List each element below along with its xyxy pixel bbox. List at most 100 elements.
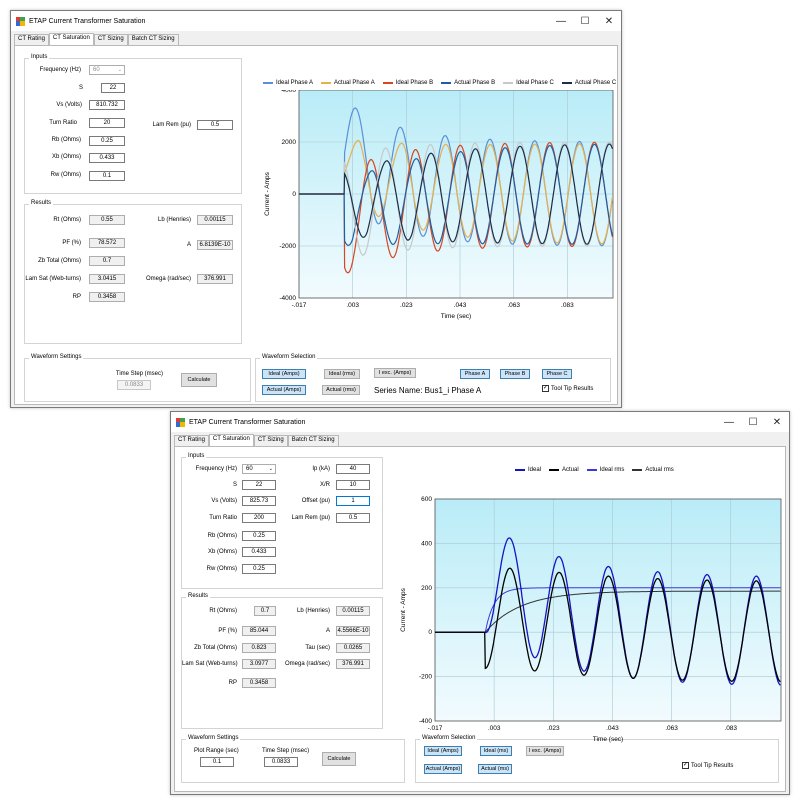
tab-page: Inputs Frequency (Hz) 60 ⌄ S 22 Vs (Volts… (14, 45, 618, 405)
y-tick-label: -200 (419, 674, 432, 681)
chart1-legend: Ideal Phase A Actual Phase A Ideal Phase… (263, 80, 621, 86)
inputs-label: Inputs (29, 54, 50, 60)
plot-range-label: Plot Range (sec) (194, 748, 239, 754)
s-field[interactable]: 22 (242, 480, 276, 490)
ip-field[interactable]: 40 (336, 464, 370, 474)
y-tick-label: -400 (419, 718, 432, 725)
rt-value: 0.55 (89, 215, 125, 225)
frequency-dropdown[interactable]: 60 ⌄ (242, 464, 276, 474)
ideal-rms-button[interactable]: Ideal (rms) (324, 369, 360, 379)
series-name-label: Series Name: Bus1_i Phase A (374, 386, 482, 395)
ct-waveform-chart: -.017 .003 .023 .043 .063 .083 -400 -200 0 200 400… (389, 481, 785, 743)
chart-svg: -.017 .003 .023 .043 .063 .083 -400 -200 0 200 400… (400, 496, 782, 743)
plot-range-field[interactable]: 0.1 (200, 757, 234, 767)
tab-page: Inputs Frequency (Hz) 60 ⌄ Ip (kA) 40 S 2… (174, 446, 786, 792)
calculate-button[interactable]: Calculate (181, 373, 217, 387)
tab-ct-rating[interactable]: CT Rating (174, 435, 209, 446)
zb-total-label: Zb Total (Ohms) (194, 645, 237, 651)
tooltip-results-checkbox[interactable]: ✓ Tool Tip Results (682, 762, 733, 769)
y-tick-label: 2000 (282, 139, 297, 146)
turn-ratio-field[interactable]: 20 (89, 118, 125, 128)
tab-ct-saturation[interactable]: CT Saturation (208, 434, 254, 446)
rt-value: 0.7 (254, 606, 276, 616)
actual-rms-button[interactable]: Actual (rms) (322, 385, 360, 395)
xr-field[interactable]: 10 (336, 480, 370, 490)
minimize-icon[interactable]: — (724, 416, 734, 428)
chevron-down-icon: ⌄ (117, 67, 122, 73)
window-title: ETAP Current Transformer Saturation (189, 418, 306, 426)
legend-ideal-phase-a: Ideal Phase A (263, 80, 313, 86)
phase-a-button[interactable]: Phase A (460, 369, 490, 379)
checkmark-icon: ✓ (542, 385, 549, 392)
legend-label: Ideal Phase A (276, 80, 314, 86)
xb-field[interactable]: 0.433 (242, 547, 276, 557)
ct-saturation-window-2: ETAP Current Transformer Saturation — ☐ … (170, 411, 790, 795)
waveform-selection-label: Waveform Selection (260, 354, 318, 360)
rb-field[interactable]: 0.25 (242, 531, 276, 541)
turn-ratio-field[interactable]: 200 (242, 513, 276, 523)
actual-rms-button[interactable]: Actual (ms) (478, 764, 512, 774)
rp-label: RP (72, 294, 81, 300)
legend-actual: Actual (549, 467, 579, 473)
results-label: Results (186, 593, 211, 599)
tab-ct-saturation[interactable]: CT Saturation (48, 33, 94, 45)
x-axis-label: Time (sec) (441, 313, 471, 320)
ideal-rms-button[interactable]: Ideal (ms) (480, 746, 512, 756)
ideal-amps-button[interactable]: Ideal (Amps) (262, 369, 306, 379)
tab-ct-sizing[interactable]: CT Sizing (253, 435, 288, 446)
minimize-icon[interactable]: — (556, 15, 566, 27)
calculate-button[interactable]: Calculate (322, 752, 356, 766)
x-tick-label: -.017 (292, 302, 307, 309)
pf-label: PF (%) (218, 628, 237, 634)
legend-swatch (549, 469, 560, 471)
omega-value: 376.991 (197, 274, 233, 284)
lam-rem-field[interactable]: 0.5 (336, 513, 370, 523)
y-axis-label: Current - Amps (264, 171, 271, 215)
checkmark-icon: ✓ (682, 762, 689, 769)
ideal-amps-button[interactable]: Ideal (Amps) (424, 746, 462, 756)
i-exc-button[interactable]: I exc. (Amps) (526, 746, 564, 756)
omega-value: 376.991 (336, 659, 370, 669)
offset-field[interactable]: 1 (336, 496, 370, 506)
legend-label: Actual Phase B (454, 80, 496, 86)
actual-amps-button[interactable]: Actual (Amps) (424, 764, 462, 774)
x-tick-label: -.017 (428, 725, 443, 732)
rp-label: RP (228, 680, 237, 686)
a-label: A (186, 242, 191, 248)
legend-ideal-phase-b: Ideal Phase B (382, 80, 433, 86)
phase-c-button[interactable]: Phase C (542, 369, 572, 379)
i-exc-button[interactable]: I exc. (Amps) (374, 368, 416, 378)
lam-sat-label: Lam Sat (Web-turns) (25, 276, 81, 282)
time-step-field[interactable]: 0.0833 (117, 380, 151, 390)
rw-field[interactable]: 0.25 (242, 564, 276, 574)
zb-total-value: 0.7 (89, 256, 125, 266)
frequency-dropdown[interactable]: 60 ⌄ (89, 65, 125, 75)
rw-field[interactable]: 0.1 (89, 171, 125, 181)
tab-ct-rating[interactable]: CT Rating (14, 34, 49, 45)
omega-label: Omega (rad/sec) (284, 661, 330, 667)
vs-field[interactable]: 810.732 (89, 100, 125, 110)
waveform-selection-label: Waveform Selection (420, 735, 478, 741)
tab-ct-sizing[interactable]: CT Sizing (93, 34, 128, 45)
s-field[interactable]: 22 (101, 83, 125, 93)
close-icon[interactable]: ✕ (772, 416, 782, 428)
pf-value: 78.572 (89, 238, 125, 248)
lam-sat-value: 3.0977 (242, 659, 276, 669)
lb-label: Lb (Henries) (296, 608, 330, 614)
lam-rem-field[interactable]: 0.5 (197, 120, 233, 130)
tooltip-results-checkbox[interactable]: ✓ Tool Tip Results (542, 385, 593, 392)
phase-b-button[interactable]: Phase B (500, 369, 530, 379)
maximize-icon[interactable]: ☐ (748, 416, 758, 428)
time-step-field[interactable]: 0.0833 (264, 757, 298, 767)
vs-field[interactable]: 825.73 (242, 496, 276, 506)
actual-amps-button[interactable]: Actual (Amps) (262, 385, 306, 395)
vs-label: Vs (Volts) (56, 102, 82, 108)
tab-batch-ct-sizing[interactable]: Batch CT Sizing (287, 435, 339, 446)
xb-field[interactable]: 0.433 (89, 153, 125, 163)
close-icon[interactable]: ✕ (604, 15, 614, 27)
tab-batch-ct-sizing[interactable]: Batch CT Sizing (127, 34, 179, 45)
rb-field[interactable]: 0.25 (89, 136, 125, 146)
etap-app-icon (16, 16, 25, 26)
maximize-icon[interactable]: ☐ (580, 15, 590, 27)
turn-ratio-label: Turn Ratio (209, 515, 237, 521)
